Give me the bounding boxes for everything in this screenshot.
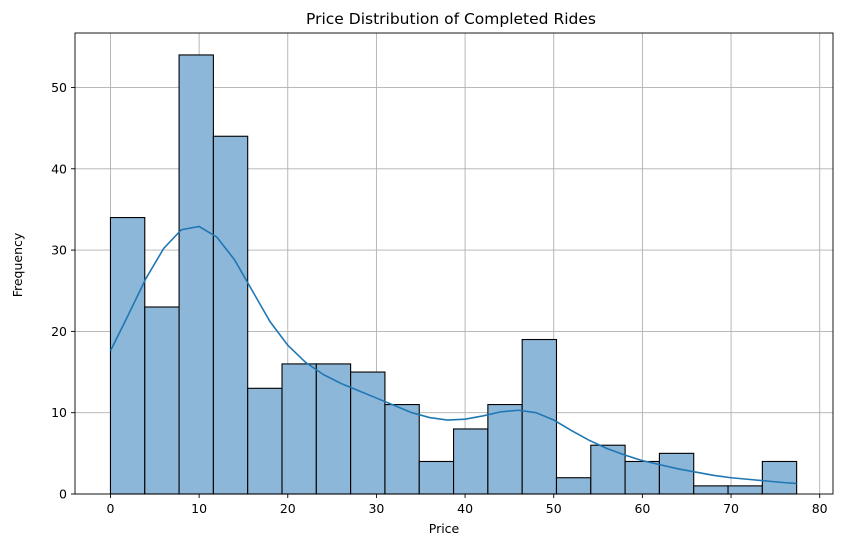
histogram-bar <box>109 217 146 495</box>
x-tick-label: 50 <box>546 501 562 516</box>
histogram-bar <box>212 135 249 495</box>
x-tick-label: 40 <box>457 501 473 516</box>
x-tick-label: 80 <box>812 501 828 516</box>
histogram-bar <box>453 428 489 495</box>
kde-curve <box>109 225 797 485</box>
x-tick-label: 70 <box>723 501 739 516</box>
x-axis-label: Price <box>429 521 460 536</box>
y-tick-label: 10 <box>51 405 67 420</box>
x-axis-ticks: 0 10 20 30 40 50 60 70 80 <box>106 494 828 516</box>
x-tick-label: 60 <box>634 501 650 516</box>
chart-title: Price Distribution of Completed Rides <box>306 10 596 28</box>
y-tick-label: 40 <box>51 161 67 176</box>
y-axis-ticks: 0 10 20 30 40 50 <box>51 80 75 502</box>
histogram-bar <box>521 338 558 495</box>
y-tick-label: 50 <box>51 80 67 95</box>
histogram-bar <box>178 54 214 495</box>
histogram-bar <box>487 404 523 495</box>
histogram-bar <box>281 363 317 495</box>
histogram-bar <box>315 363 352 495</box>
y-tick-label: 30 <box>51 243 67 258</box>
histogram-bar <box>418 460 455 495</box>
histogram-bar <box>555 477 592 495</box>
histogram-bar <box>144 306 180 495</box>
histogram-bars <box>109 54 798 495</box>
histogram-bar <box>384 404 420 495</box>
histogram-bar <box>350 371 386 495</box>
histogram-bar <box>693 485 729 495</box>
histogram-bar <box>247 387 283 495</box>
y-tick-label: 20 <box>51 324 67 339</box>
x-tick-label: 0 <box>106 501 114 516</box>
histogram-bar <box>761 460 798 495</box>
histogram-bar <box>658 452 695 495</box>
x-tick-label: 20 <box>280 501 296 516</box>
histogram-bar <box>727 485 763 495</box>
x-tick-label: 10 <box>191 501 207 516</box>
histogram-bar <box>624 460 660 495</box>
y-tick-label: 0 <box>59 487 67 502</box>
plot-frame <box>74 32 834 495</box>
x-tick-label: 30 <box>368 501 384 516</box>
y-axis-label: Frequency <box>10 232 25 297</box>
